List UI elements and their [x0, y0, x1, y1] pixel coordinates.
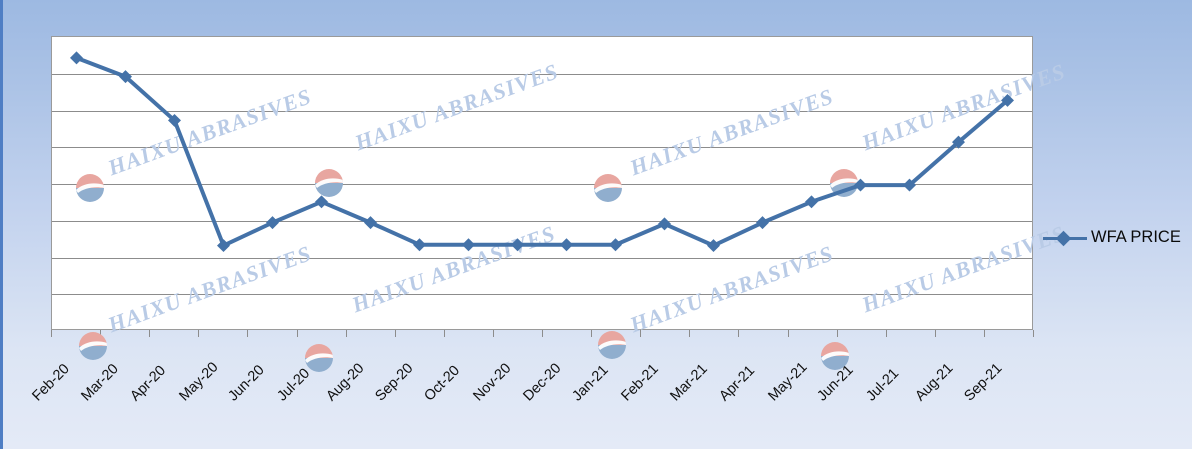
data-point-marker — [70, 51, 83, 65]
data-point-marker — [119, 70, 132, 84]
gridline — [52, 147, 1032, 148]
data-point-marker — [903, 178, 916, 192]
x-axis-tick — [247, 330, 248, 337]
legend-label-wfa-price: WFA PRICE — [1091, 228, 1181, 246]
series-polyline — [74, 55, 1010, 248]
x-axis-tick — [1033, 330, 1034, 337]
x-axis-tick — [542, 330, 543, 337]
x-axis-tick — [689, 330, 690, 337]
data-point-marker — [952, 135, 965, 149]
data-point-marker — [707, 239, 720, 253]
data-point-marker — [217, 239, 230, 253]
x-axis-label: Mar-20 — [77, 361, 122, 405]
x-axis-label: Apr-20 — [127, 362, 169, 405]
x-axis-tick — [591, 330, 592, 337]
x-axis-tick — [51, 330, 52, 337]
x-axis-tick — [198, 330, 199, 337]
x-axis-tick — [738, 330, 739, 337]
series-line-wfa-price — [70, 51, 1014, 253]
data-point-marker — [266, 216, 279, 230]
x-axis-tick — [886, 330, 887, 337]
x-axis-tick — [149, 330, 150, 337]
x-axis-label: Jun-20 — [225, 362, 268, 405]
data-point-marker — [609, 238, 622, 252]
data-point-marker — [658, 217, 671, 231]
x-axis-tick — [346, 330, 347, 337]
data-point-marker — [315, 195, 328, 209]
data-point-marker — [364, 216, 377, 230]
gridline — [52, 258, 1032, 259]
x-axis-tick-labels: Feb-20 Mar-20 Apr-20 May-20 Jun-20 Jul-20 Aug-… — [29, 338, 1033, 418]
gridline — [52, 221, 1032, 222]
data-point-marker — [756, 216, 769, 230]
x-axis-label: Nov-20 — [470, 360, 515, 405]
data-point-marker — [462, 238, 475, 252]
x-axis-tick — [935, 330, 936, 337]
x-axis-label: Sep-20 — [372, 360, 417, 405]
data-point-marker — [805, 195, 818, 209]
legend: WFA PRICE — [1043, 228, 1181, 247]
legend-diamond-marker-icon — [1055, 230, 1072, 246]
x-axis-label: Sep-21 — [961, 360, 1006, 405]
x-axis-label: Jul-20 — [274, 365, 314, 405]
data-point-marker — [560, 238, 573, 252]
x-axis-label: May-21 — [765, 359, 811, 405]
gridline — [52, 111, 1032, 112]
gridline — [52, 294, 1032, 295]
x-axis-label: Feb-21 — [618, 361, 662, 405]
x-axis-label: Aug-21 — [912, 360, 957, 405]
x-axis-label: Mar-21 — [667, 361, 711, 405]
x-axis-tick — [493, 330, 494, 337]
x-axis-label: Feb-20 — [28, 361, 73, 405]
x-axis-label: Apr-21 — [716, 362, 758, 405]
series-markers — [70, 51, 1014, 253]
x-axis-label: Jul-21 — [863, 365, 903, 405]
x-axis-tick — [984, 330, 985, 337]
x-axis-label: Oct-20 — [421, 362, 464, 405]
x-axis-label: Aug-20 — [323, 360, 368, 405]
x-axis-tick — [100, 330, 101, 337]
left-accent-rule — [0, 0, 3, 449]
gridline — [52, 74, 1032, 75]
x-axis-tick — [395, 330, 396, 337]
x-axis-tick — [297, 330, 298, 337]
data-point-marker — [854, 178, 867, 192]
gridline — [52, 184, 1032, 185]
legend-key-wfa-price — [1043, 230, 1087, 246]
data-point-marker — [413, 238, 426, 252]
x-axis-label: Dec-20 — [519, 360, 564, 405]
x-axis-label: Jan-21 — [568, 362, 612, 405]
data-point-marker — [511, 238, 524, 252]
x-axis-tick — [837, 330, 838, 337]
x-axis-ticks — [51, 330, 1034, 338]
plot-area: HAIXU ABRASIVES HAIXU ABRASIVES HAIXU ABRA… — [51, 36, 1069, 337]
x-axis-label: Jun-21 — [814, 362, 857, 405]
x-axis-tick — [788, 330, 789, 337]
x-axis-tick — [640, 330, 641, 337]
x-axis-label: May-20 — [176, 359, 222, 405]
x-axis-tick — [444, 330, 445, 337]
